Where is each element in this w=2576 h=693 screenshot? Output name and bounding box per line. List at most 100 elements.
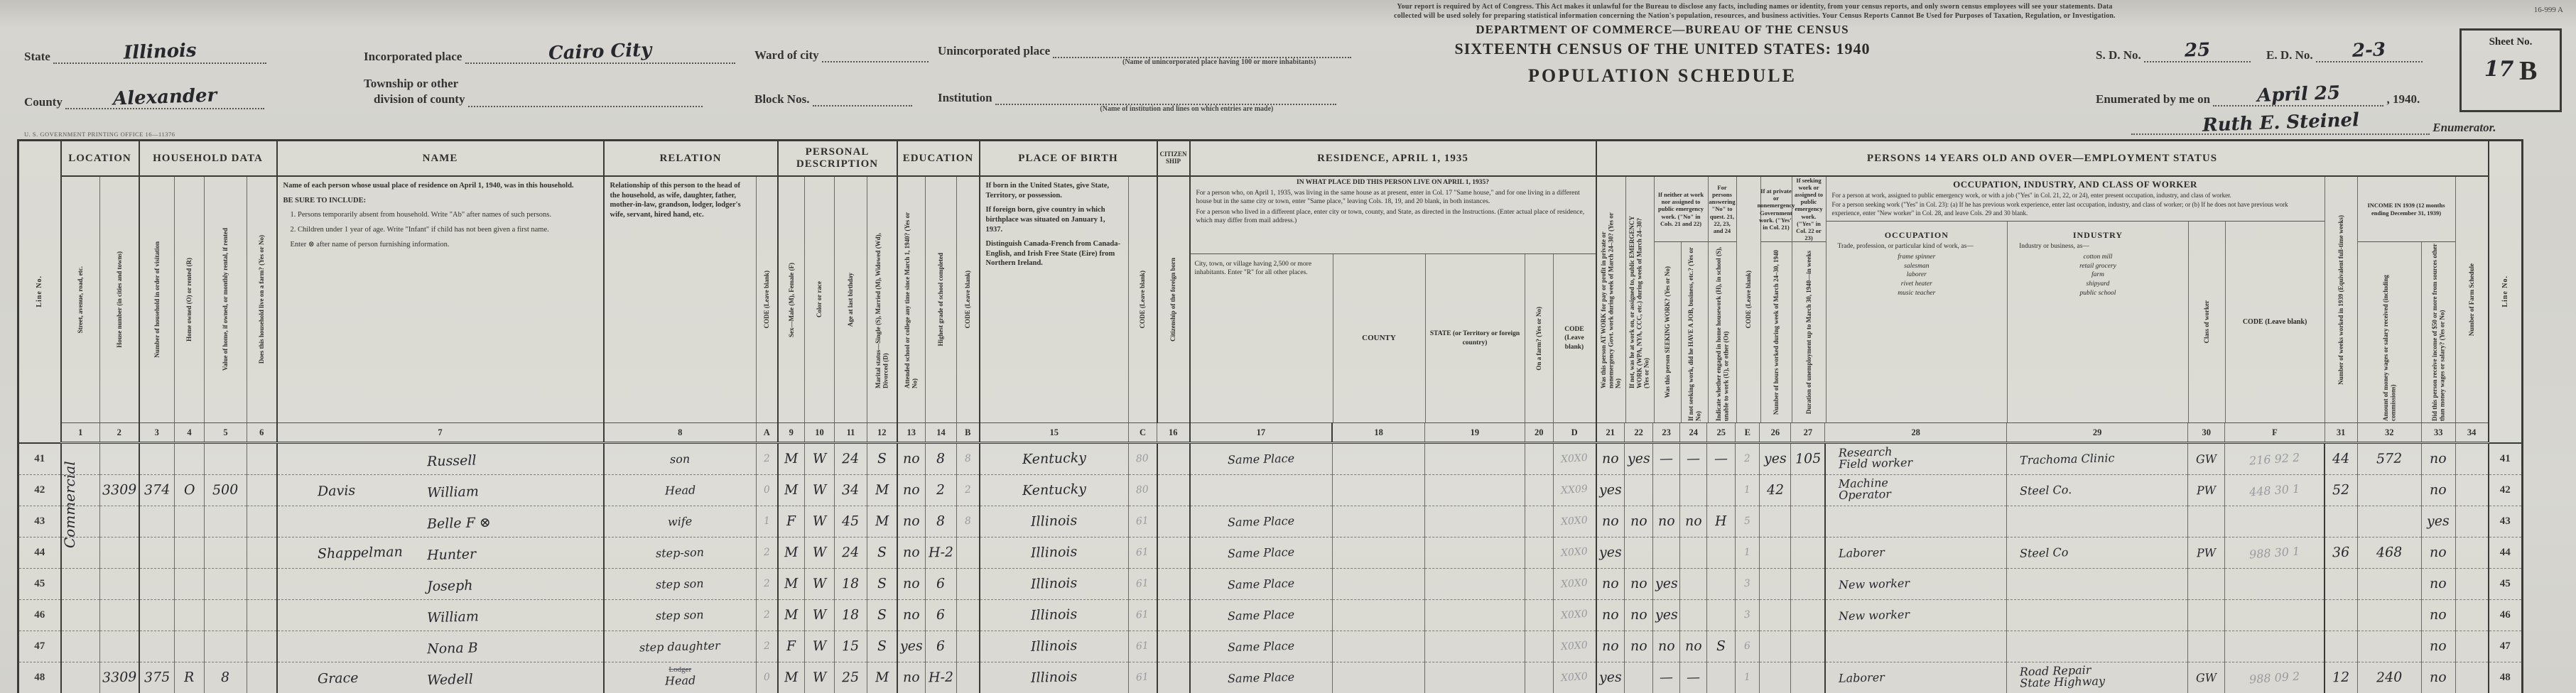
cell-farm35-48 [1524, 662, 1554, 693]
gpo-imprint: U. S. GOVERNMENT PRINTING OFFICE 16—1137… [24, 131, 175, 138]
cell-res-41: Same Place [1189, 442, 1333, 475]
cell-hh-44 [138, 537, 175, 569]
cell-cit-47 [1156, 631, 1190, 662]
cell-val-47 [204, 631, 247, 662]
cell-grade-46: 6 [925, 599, 957, 631]
column-number-8: 8 [602, 422, 757, 444]
cell-farm-44 [247, 537, 277, 569]
cell-c23-44 [1652, 537, 1680, 569]
colhead-unemployment-duration: Duration of unemployment up to March 30,… [1804, 250, 1812, 415]
census-title: SIXTEENTH CENSUS OF THE UNITED STATES: 1… [1454, 40, 1871, 58]
cell-hh-48: 375 [138, 662, 175, 693]
cell-pob-46: Illinois [978, 599, 1129, 631]
cell-cit-48 [1156, 662, 1190, 693]
cell-industry-45 [2006, 568, 2188, 600]
cell-val-41 [204, 442, 247, 475]
cell-line-43: 43 [17, 506, 61, 538]
cell-cls-41: GW [2187, 442, 2225, 475]
cell-a-43: 1 [756, 506, 778, 538]
colhead-race: Color or race [804, 176, 835, 423]
cell-w39-41: 44 [2324, 442, 2358, 475]
cell-wage-47 [2356, 631, 2422, 662]
cell-e-42: 1 [1735, 474, 1760, 506]
county-label: County [24, 95, 63, 109]
cell-line-47: 47 [17, 631, 61, 662]
cell-d-42: XX09 [1552, 474, 1596, 506]
cell-fsch-44 [2455, 537, 2489, 569]
cell-line-47: 47 [2487, 631, 2523, 662]
cell-own-47 [174, 631, 205, 662]
cell-cls-47 [2187, 631, 2225, 662]
sd-label: S. D. No. [2096, 48, 2141, 62]
cell-sex-44: M [776, 537, 805, 569]
cell-f-48: 988 09 2 [2224, 662, 2325, 693]
cell-age-47: 15 [834, 631, 867, 662]
cell-grade-42: 2 [925, 474, 957, 506]
column-number-F: F [2224, 422, 2325, 444]
cell-d-46: X0X0 [1552, 599, 1596, 631]
cell-c23-42 [1652, 474, 1680, 506]
cell-c24-48: — [1679, 662, 1707, 693]
cell-grade-48: H-2 [925, 662, 957, 693]
cell-b-44 [956, 537, 980, 569]
cell-c27-48 [1790, 662, 1825, 693]
cell-c23-46: yes [1652, 599, 1680, 631]
cell-line-48: 48 [2487, 662, 2523, 693]
column-number-C: C [1128, 422, 1157, 444]
cell-farm-45 [247, 568, 277, 600]
cell-c25-46 [1706, 599, 1736, 631]
cell-d-47: X0X0 [1552, 631, 1596, 662]
cell-e-48: 1 [1735, 662, 1760, 693]
cell-house-41 [99, 442, 139, 475]
cell-race-47: W [804, 631, 835, 662]
cell-oth-43: yes [2420, 506, 2456, 538]
cell-fsch-45 [2455, 568, 2489, 600]
cell-line-42: 42 [2487, 474, 2523, 506]
colhead-weeks-worked: Number of weeks worked in 1939 (Equivale… [2324, 177, 2357, 422]
cell-own-45 [174, 568, 205, 600]
cell-street-44 [60, 537, 100, 569]
colhead-have-job: If not seeking work, did he HAVE A JOB, … [1681, 242, 1708, 422]
cell-w39-48: 12 [2324, 662, 2358, 693]
cell-county-42 [1331, 474, 1425, 506]
cell-fsch-41 [2455, 442, 2489, 475]
cell-hh-46 [138, 599, 175, 631]
column-number-row: 1 2 3 4 5 6 7 8 A 9 10 11 12 13 14 B 15 C 16 17 18 19 20 D 21 22 2… [18, 422, 2523, 444]
cell-c24-46 [1679, 599, 1707, 631]
unincorporated-field: Unincorporated place (Name of unincorpor… [938, 43, 1352, 66]
unincorporated-caption: (Name of unincorporated place having 100… [1122, 58, 1316, 66]
cell-pob-45: Illinois [978, 568, 1129, 600]
cell-c24-44 [1679, 537, 1707, 569]
cell-wage-46 [2356, 599, 2422, 631]
cell-farm-47 [247, 631, 277, 662]
cell-street-48 [60, 662, 100, 693]
ed-value: 2-3 [2352, 39, 2386, 62]
colhead-citizenship: Citizenship of the foreign born [1156, 176, 1190, 423]
colhead-relation-desc: Relationship of this person to the head … [602, 176, 757, 423]
cell-c22-45: no [1624, 568, 1653, 600]
colhead-res-state: STATE (or Territory or foreign country) [1424, 254, 1525, 422]
group-relation: RELATION [602, 140, 778, 177]
cell-county-44 [1331, 537, 1425, 569]
cell-age-41: 24 [834, 442, 867, 475]
cell-w39-47 [2324, 631, 2358, 662]
cell-county-47 [1331, 631, 1425, 662]
cell-line-42: 42 [17, 474, 61, 506]
cell-c26-46 [1759, 599, 1791, 631]
cell-e-43: 5 [1735, 506, 1760, 538]
cell-farm-46 [247, 599, 277, 631]
cell-cls-45 [2187, 568, 2225, 600]
cell-val-44 [204, 537, 247, 569]
cell-industry-41: Trachoma Clinic [2006, 442, 2188, 475]
colhead-code-f: CODE (Leave blank) [2224, 221, 2325, 422]
column-number-10: 10 [804, 422, 835, 444]
cell-pob-42: Kentucky [978, 474, 1129, 506]
sheet-value: 17 [2484, 56, 2514, 82]
cell-c21-42: yes [1595, 474, 1625, 506]
colhead-group-25: For persons answering "No" to quest. 21,… [1707, 177, 1736, 422]
cell-c-46: 61 [1128, 599, 1157, 631]
group-name: NAME [276, 140, 604, 177]
cell-industry-46 [2006, 599, 2188, 631]
cell-state35-45 [1424, 568, 1525, 600]
